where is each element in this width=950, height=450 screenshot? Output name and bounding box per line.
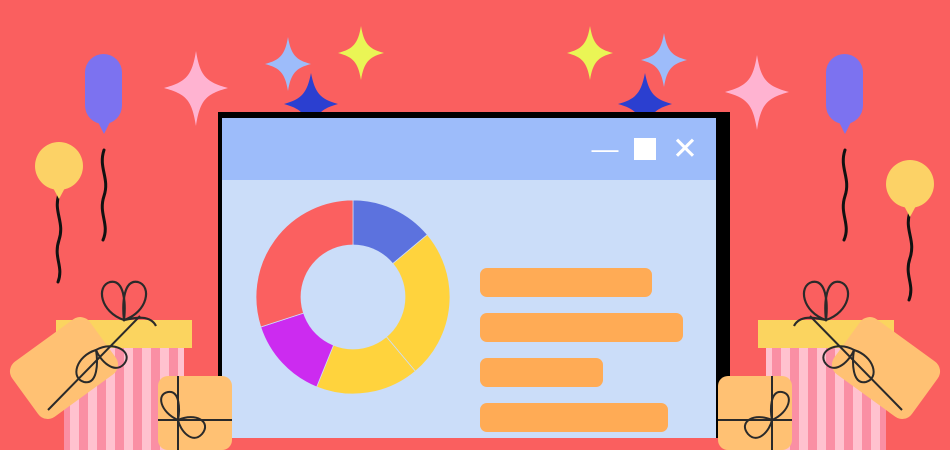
balloon-purple-left <box>85 54 122 242</box>
window-inner: — ✕ <box>222 118 716 438</box>
gift-group-left <box>9 280 232 450</box>
minimize-icon[interactable]: — <box>591 134 619 164</box>
star-pink-right <box>725 55 789 130</box>
gift-box-tilted-right <box>809 315 941 419</box>
star-blue-right <box>641 33 687 87</box>
star-navy-left <box>284 73 338 135</box>
star-blue-left <box>265 37 311 91</box>
window-titlebar: — ✕ <box>222 118 716 180</box>
content-bar-3[interactable] <box>480 358 603 387</box>
app-window: — ✕ <box>218 112 730 438</box>
content-bar-4[interactable] <box>480 403 668 432</box>
gift-box-small-right <box>718 376 792 450</box>
star-lime-right <box>567 26 613 80</box>
gift-group-right <box>718 280 941 450</box>
donut-hole <box>300 244 406 350</box>
content-bar-1[interactable] <box>480 268 652 297</box>
donut-chart <box>255 199 451 395</box>
star-navy-right <box>618 73 672 135</box>
star-pink-left <box>164 51 228 126</box>
content-bar-2[interactable] <box>480 313 683 342</box>
gift-bow-right <box>793 280 850 327</box>
balloon-yellow-left <box>35 142 83 284</box>
content-bars <box>480 268 683 438</box>
gift-bow-left <box>100 280 157 327</box>
star-lime-left <box>338 26 384 80</box>
window-content <box>222 180 716 438</box>
close-icon[interactable]: ✕ <box>672 131 698 166</box>
maximize-icon[interactable] <box>634 138 656 160</box>
gift-box-tilted-left <box>9 315 141 419</box>
balloon-yellow-right <box>886 160 934 302</box>
balloon-purple-right <box>826 54 863 242</box>
donut-chart-svg <box>255 199 451 395</box>
gift-box-small-left <box>158 376 232 450</box>
